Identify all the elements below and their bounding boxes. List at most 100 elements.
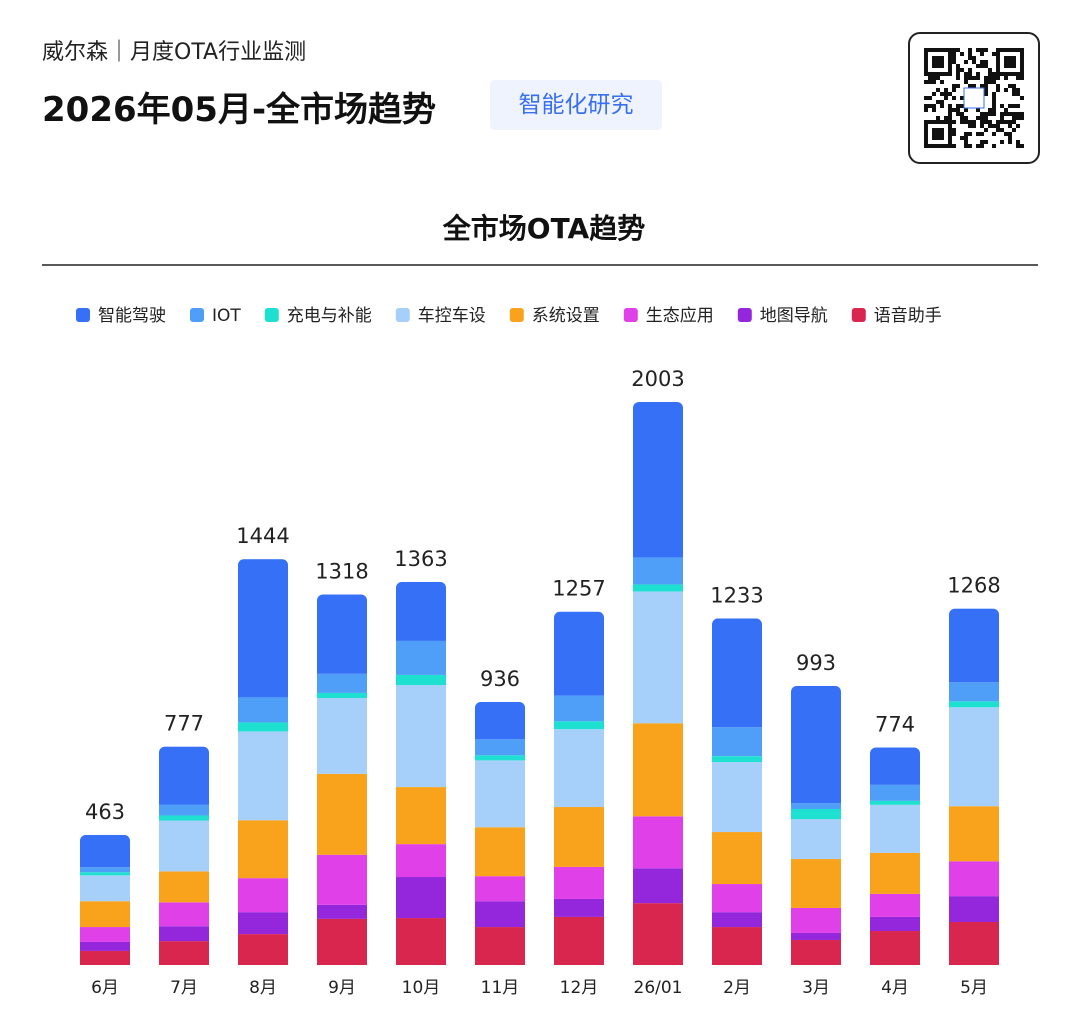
bar-segment bbox=[949, 806, 999, 862]
qr-finder bbox=[996, 48, 1024, 76]
qr-cell bbox=[956, 72, 960, 76]
bar-segment bbox=[949, 682, 999, 702]
bar-segment bbox=[80, 875, 130, 902]
qr-cell bbox=[996, 120, 1000, 124]
bar-segment bbox=[554, 695, 604, 722]
bar-segment bbox=[712, 912, 762, 928]
x-tick-label: 2月 bbox=[723, 978, 751, 998]
qr-cell bbox=[984, 120, 988, 124]
qr-cell bbox=[964, 72, 968, 76]
bar-segment bbox=[238, 820, 288, 879]
qr-cell bbox=[956, 108, 960, 112]
qr-cell bbox=[1016, 104, 1020, 108]
qr-cell bbox=[1012, 84, 1016, 88]
qr-cell bbox=[984, 88, 988, 92]
qr-cell bbox=[948, 116, 952, 120]
total-label: 1268 bbox=[947, 574, 1000, 598]
qr-cell bbox=[932, 108, 936, 112]
qr-cell bbox=[996, 88, 1000, 92]
total-label: 1257 bbox=[552, 577, 605, 601]
legend-swatch bbox=[737, 308, 752, 322]
bar-segment bbox=[396, 581, 446, 641]
qr-cell bbox=[952, 132, 956, 136]
qr-cell bbox=[1004, 120, 1008, 124]
qr-cell bbox=[928, 104, 932, 108]
bar-segment bbox=[159, 804, 209, 816]
bar-stack bbox=[396, 581, 446, 965]
bar-segment bbox=[791, 809, 841, 820]
qr-cell bbox=[988, 72, 992, 76]
qr-cell bbox=[952, 60, 956, 64]
qr-cell bbox=[980, 64, 984, 68]
qr-cell bbox=[976, 132, 980, 136]
bar-segment bbox=[475, 827, 525, 877]
qr-cell bbox=[1020, 112, 1024, 116]
qr-pattern bbox=[924, 48, 1024, 148]
bar-segment bbox=[791, 939, 841, 965]
qr-cell bbox=[964, 80, 968, 84]
bar-segment bbox=[870, 893, 920, 917]
qr-cell bbox=[1016, 112, 1020, 116]
qr-logo bbox=[963, 87, 985, 109]
qr-cell bbox=[980, 132, 984, 136]
tag: 智能化研究 bbox=[490, 80, 662, 130]
bar-segment bbox=[238, 731, 288, 821]
legend-swatch bbox=[509, 308, 524, 322]
qr-cell bbox=[1012, 128, 1016, 132]
bar-segment bbox=[870, 916, 920, 931]
bar-segment bbox=[870, 784, 920, 801]
bar-segment bbox=[791, 803, 841, 810]
x-tick-label: 8月 bbox=[249, 978, 277, 998]
bar-segment bbox=[159, 941, 209, 965]
qr-cell bbox=[972, 76, 976, 80]
total-label: 993 bbox=[796, 651, 836, 675]
qr-cell bbox=[1000, 120, 1004, 124]
qr-cell bbox=[992, 92, 996, 96]
qr-cell bbox=[1020, 144, 1024, 148]
qr-cell bbox=[976, 108, 980, 112]
qr-cell bbox=[984, 84, 988, 88]
bar-segment bbox=[712, 727, 762, 757]
qr-cell bbox=[960, 68, 964, 72]
bar-segment bbox=[791, 932, 841, 940]
qr-cell bbox=[960, 136, 964, 140]
qr-cell bbox=[988, 68, 992, 72]
bar-segment bbox=[870, 852, 920, 894]
qr-cell bbox=[944, 116, 948, 120]
total-label: 777 bbox=[164, 712, 204, 736]
qr-cell bbox=[964, 76, 968, 80]
qr-cell bbox=[956, 104, 960, 108]
qr-cell bbox=[984, 48, 988, 52]
qr-cell bbox=[980, 52, 984, 56]
qr-cell bbox=[992, 80, 996, 84]
qr-cell bbox=[984, 64, 988, 68]
qr-cell bbox=[1000, 116, 1004, 120]
qr-cell bbox=[992, 112, 996, 116]
qr-cell bbox=[980, 116, 984, 120]
bar-segment bbox=[554, 721, 604, 730]
qr-cell bbox=[1008, 124, 1012, 128]
bar-segment bbox=[238, 934, 288, 965]
bar-segment bbox=[712, 832, 762, 885]
qr-cell bbox=[984, 92, 988, 96]
bar-segment bbox=[475, 755, 525, 761]
qr-cell bbox=[984, 60, 988, 64]
bar-segment bbox=[475, 876, 525, 902]
legend-label: 系统设置 bbox=[532, 306, 600, 326]
bar-segment bbox=[870, 804, 920, 853]
bar-segment bbox=[238, 722, 288, 732]
qr-cell bbox=[944, 92, 948, 96]
qr-cell bbox=[940, 92, 944, 96]
qr-cell bbox=[1016, 92, 1020, 96]
qr-cell bbox=[1000, 112, 1004, 116]
x-tick-label: 11月 bbox=[481, 978, 520, 998]
qr-cell bbox=[936, 76, 940, 80]
qr-cell bbox=[960, 120, 964, 124]
qr-cell bbox=[992, 72, 996, 76]
bar-segment bbox=[554, 729, 604, 808]
bar-segment bbox=[80, 941, 130, 951]
bar-stack bbox=[791, 685, 841, 965]
bar-segment bbox=[791, 907, 841, 933]
legend-label: 语音助手 bbox=[874, 306, 942, 326]
qr-cell bbox=[968, 124, 972, 128]
